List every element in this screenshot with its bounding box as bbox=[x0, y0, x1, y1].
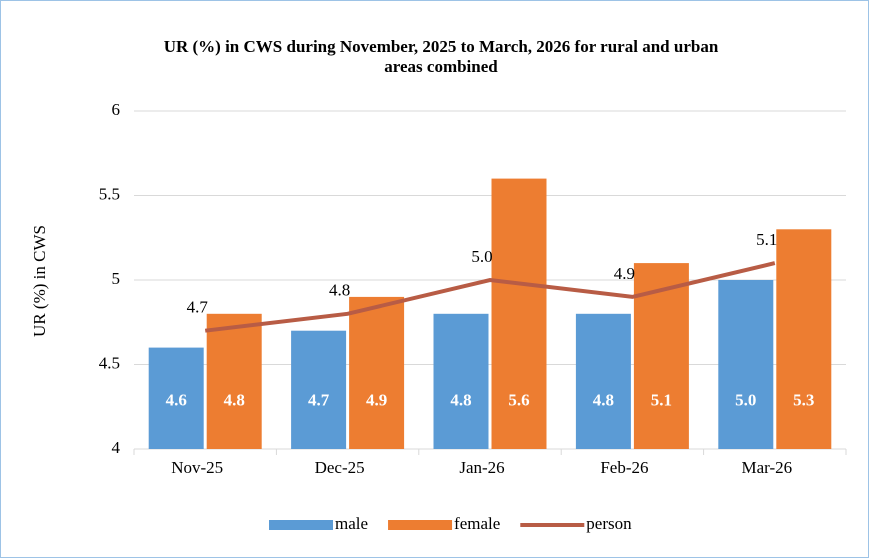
legend-swatch bbox=[388, 520, 453, 530]
x-tick-label: Nov-25 bbox=[171, 458, 223, 477]
data-label: 5.6 bbox=[508, 391, 529, 410]
data-label: 5.0 bbox=[471, 247, 492, 266]
bar bbox=[349, 296, 405, 449]
data-label: 4.9 bbox=[366, 391, 387, 410]
bar bbox=[718, 280, 774, 449]
data-label: 5.1 bbox=[756, 230, 777, 249]
data-label: 4.8 bbox=[450, 391, 471, 410]
y-axis-label: UR (%) in CWS bbox=[30, 225, 49, 337]
bar bbox=[433, 313, 489, 449]
data-label: 4.7 bbox=[308, 391, 330, 410]
bar bbox=[491, 178, 547, 449]
bar bbox=[148, 347, 204, 449]
data-label: 4.8 bbox=[224, 391, 245, 410]
data-label: 4.7 bbox=[187, 298, 209, 317]
y-tick-label: 5 bbox=[112, 269, 121, 288]
y-tick-label: 4.5 bbox=[99, 353, 120, 372]
data-label: 5.3 bbox=[793, 391, 814, 410]
y-tick-label: 6 bbox=[112, 100, 121, 119]
legend-swatch bbox=[269, 520, 333, 530]
y-tick-label: 5.5 bbox=[99, 184, 120, 203]
line bbox=[204, 261, 776, 333]
data-label: 4.9 bbox=[614, 264, 635, 283]
bar bbox=[575, 313, 631, 449]
data-label: 4.8 bbox=[593, 391, 614, 410]
bar bbox=[291, 330, 347, 449]
data-label: 5.0 bbox=[735, 391, 756, 410]
x-tick-label: Jan-26 bbox=[459, 458, 504, 477]
data-label: 4.8 bbox=[329, 281, 350, 300]
bar bbox=[206, 313, 262, 449]
chart-title: UR (%) in CWS during November, 2025 to M… bbox=[163, 37, 719, 76]
y-tick-label: 4 bbox=[112, 438, 121, 457]
bar bbox=[776, 229, 832, 449]
x-tick-label: Feb-26 bbox=[600, 458, 648, 477]
legend-label: person bbox=[586, 514, 632, 533]
data-label: 4.6 bbox=[166, 391, 187, 410]
legend-label: male bbox=[335, 514, 368, 533]
x-tick-label: Mar-26 bbox=[741, 458, 792, 477]
data-label: 5.1 bbox=[651, 391, 672, 410]
x-tick-label: Dec-25 bbox=[315, 458, 365, 477]
legend-label: female bbox=[454, 514, 500, 533]
